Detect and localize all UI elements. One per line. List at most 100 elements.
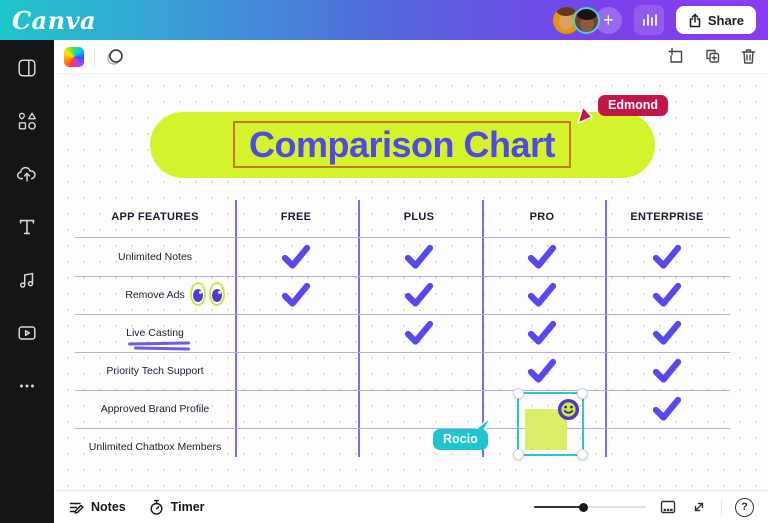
transparency-button[interactable] xyxy=(105,47,125,67)
grid-view-button[interactable] xyxy=(659,498,677,516)
edmond-cursor-icon xyxy=(577,106,593,124)
sidebar-item-uploads[interactable] xyxy=(15,162,39,186)
fullscreen-button[interactable] xyxy=(690,498,708,516)
trash-icon xyxy=(741,49,755,64)
top-bar: Canva + xyxy=(0,0,768,40)
table-feature-label[interactable]: Unlimited Notes xyxy=(117,251,193,263)
table-column-header[interactable]: APP FEATURES xyxy=(111,211,199,223)
eye-right xyxy=(209,282,225,306)
tools-sidebar xyxy=(0,40,54,523)
duplicate-icon xyxy=(705,49,719,63)
checkmark-icon[interactable] xyxy=(281,282,311,308)
checkmark-icon[interactable] xyxy=(652,358,682,384)
checkmark-icon[interactable] xyxy=(281,244,311,270)
zoom-slider-track xyxy=(588,506,646,508)
grid-view-icon xyxy=(660,500,676,514)
title-pill-shape[interactable]: Comparison Chart xyxy=(150,112,655,178)
resize-handle[interactable] xyxy=(577,449,588,460)
whiteboard-canvas[interactable]: Comparison Chart Edmond APP FEATURES FREE… xyxy=(54,74,768,490)
duplicate-button[interactable] xyxy=(702,47,722,67)
title-selection-outline: Comparison Chart xyxy=(233,121,571,168)
checkmark-icon[interactable] xyxy=(404,320,434,346)
underline-scribble[interactable] xyxy=(133,346,191,350)
sidebar-item-videos[interactable] xyxy=(15,321,39,345)
table-column-header[interactable]: ENTERPRISE xyxy=(630,211,704,223)
insights-button[interactable] xyxy=(633,5,664,35)
underline-scribble[interactable] xyxy=(127,341,191,346)
notes-icon xyxy=(69,502,84,514)
resize-handle[interactable] xyxy=(577,388,588,399)
checkmark-icon[interactable] xyxy=(652,244,682,270)
toolbar-separator xyxy=(94,47,95,66)
checkmark-icon[interactable] xyxy=(527,358,557,384)
checkmark-icon[interactable] xyxy=(404,244,434,270)
share-button[interactable]: Share xyxy=(675,6,756,34)
table-column-line[interactable] xyxy=(605,200,607,457)
delete-button[interactable] xyxy=(738,47,758,67)
checkmark-icon[interactable] xyxy=(527,282,557,308)
avatar-face xyxy=(579,15,594,32)
timer-label: Timer xyxy=(170,500,205,514)
selection-box[interactable] xyxy=(513,388,588,460)
add-note-button[interactable] xyxy=(666,47,686,67)
table-column-line[interactable] xyxy=(235,200,237,457)
table-row-line[interactable] xyxy=(75,428,730,429)
table-column-header[interactable]: FREE xyxy=(280,211,312,223)
avatar-collaborator-2[interactable] xyxy=(572,6,600,34)
zoom-slider[interactable] xyxy=(534,502,646,512)
table-row-line[interactable] xyxy=(75,314,730,315)
resize-handle[interactable] xyxy=(513,388,524,399)
table-row-line[interactable] xyxy=(75,352,730,353)
timer-button[interactable]: Timer xyxy=(148,499,205,516)
table-column-line[interactable] xyxy=(358,200,360,457)
video-play-icon xyxy=(18,326,36,340)
avatar-face xyxy=(558,13,573,30)
edmond-cursor-label: Edmond xyxy=(598,95,668,116)
bottom-bar-right: ? xyxy=(534,497,754,517)
checkmark-icon[interactable] xyxy=(404,282,434,308)
table-feature-label[interactable]: Approved Brand Profile xyxy=(100,403,210,415)
transparency-icon xyxy=(107,48,123,65)
sidebar-item-audio[interactable] xyxy=(15,268,39,292)
table-column-header[interactable]: PRO xyxy=(529,211,555,223)
checkmark-icon[interactable] xyxy=(652,320,682,346)
share-icon xyxy=(689,13,701,27)
notes-label: Notes xyxy=(91,500,126,514)
table-row-line[interactable] xyxy=(75,390,730,391)
smiley-emoji[interactable] xyxy=(557,398,580,421)
canva-logo[interactable]: Canva xyxy=(12,5,97,35)
sidebar-item-design[interactable] xyxy=(15,56,39,80)
table-column-header[interactable]: PLUS xyxy=(403,211,435,223)
document-toolbar xyxy=(54,40,768,74)
sidebar-item-text[interactable] xyxy=(15,215,39,239)
checkmark-icon[interactable] xyxy=(527,244,557,270)
table-feature-label[interactable]: Priority Tech Support xyxy=(106,365,204,377)
table-row-line[interactable] xyxy=(75,276,730,277)
checkmark-icon[interactable] xyxy=(652,396,682,422)
help-label: ? xyxy=(741,501,748,513)
eyes-emoji[interactable] xyxy=(190,282,225,306)
table-row-line[interactable] xyxy=(75,237,730,238)
table-feature-label[interactable]: Remove Ads xyxy=(125,289,185,301)
sidebar-item-more[interactable] xyxy=(15,374,39,398)
checkmark-icon[interactable] xyxy=(652,282,682,308)
top-bar-actions: + xyxy=(552,5,756,35)
uploads-cloud-icon xyxy=(17,166,36,182)
table-feature-label[interactable]: Unlimited Chatbox Members xyxy=(88,441,222,453)
checkmark-icon[interactable] xyxy=(527,320,557,346)
design-icon xyxy=(18,59,36,77)
bottom-bar-separator xyxy=(721,499,722,515)
notes-button[interactable]: Notes xyxy=(68,499,126,516)
table-column-line[interactable] xyxy=(482,200,484,457)
sidebar-item-elements[interactable] xyxy=(15,109,39,133)
plus-icon: + xyxy=(603,9,614,30)
resize-handle[interactable] xyxy=(513,449,524,460)
color-picker-swatch[interactable] xyxy=(64,46,84,67)
page-title[interactable]: Comparison Chart xyxy=(248,123,556,165)
table-feature-label[interactable]: Live Casting xyxy=(126,327,184,339)
avatar-hair xyxy=(555,6,576,16)
help-button[interactable]: ? xyxy=(735,497,754,517)
sticky-note[interactable] xyxy=(525,409,567,450)
add-note-icon xyxy=(667,47,682,63)
zoom-slider-thumb[interactable] xyxy=(579,502,588,512)
